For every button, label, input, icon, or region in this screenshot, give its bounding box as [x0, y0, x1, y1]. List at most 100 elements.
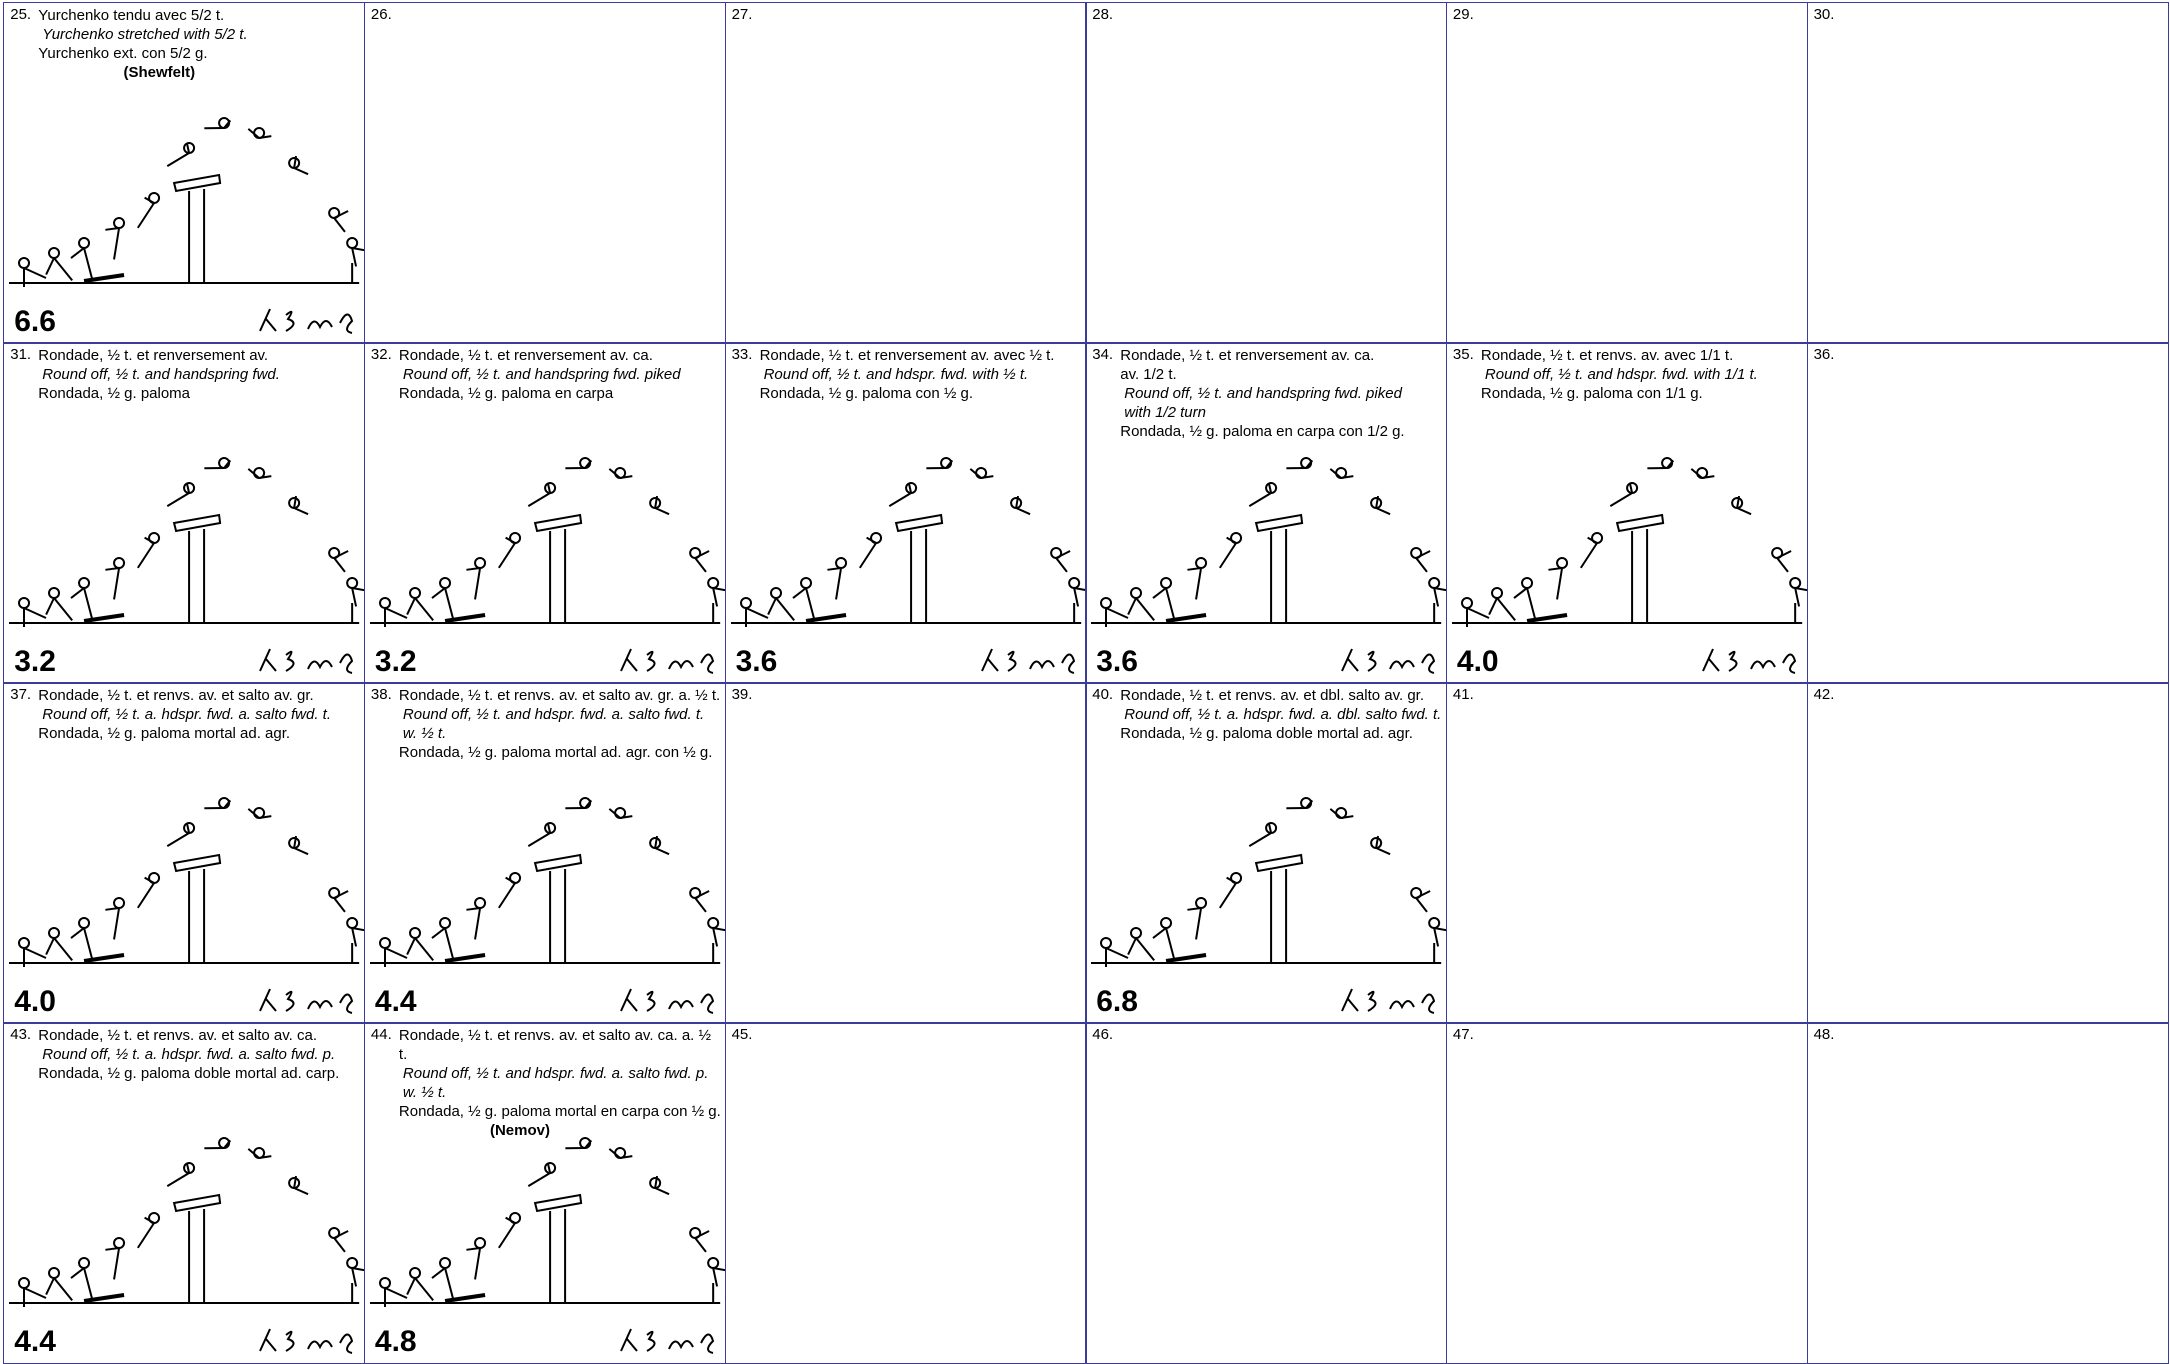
drawing — [1557, 568, 1562, 599]
description: Rondade, ½ t. et renversement av. ca.av.… — [1120, 346, 1442, 441]
drawing — [445, 588, 453, 619]
drawing — [911, 529, 926, 623]
cell-number: 39. — [732, 686, 753, 703]
description-line: Rondade, ½ t. et renvs. av. et salto av.… — [38, 686, 360, 705]
cell-number: 40. — [1092, 686, 1113, 703]
drawing — [655, 1188, 669, 1194]
vault-table: 25.Yurchenko tendu avec 5/2 t.Yurchenko … — [4, 3, 2168, 1363]
cell-number: 38. — [371, 686, 392, 703]
drawing — [1256, 855, 1302, 871]
description-line: Rondade, ½ t. et renversement av. — [38, 346, 360, 365]
drawing — [174, 175, 220, 191]
description: Rondade, ½ t. et renvs. av. et salto av.… — [38, 1026, 360, 1083]
description-line: av. 1/2 t. — [1120, 365, 1442, 384]
drawing — [410, 1268, 420, 1278]
drawing — [189, 189, 204, 283]
drawing — [19, 938, 29, 948]
drawing — [46, 1278, 54, 1295]
drawing — [106, 908, 120, 910]
cell-number: 35. — [1453, 346, 1474, 363]
drawing — [347, 238, 357, 248]
description-line: Rondade, ½ t. et renvs. av. et salto av.… — [399, 1026, 721, 1064]
drawing — [836, 558, 846, 568]
description-line: Rondada, ½ g. paloma mortal ad. agr. con… — [399, 743, 721, 762]
drawing — [54, 598, 72, 620]
drawing — [1188, 568, 1202, 570]
drawing — [1136, 938, 1154, 960]
difficulty-value: 6.8 — [1096, 985, 1138, 1019]
drawing — [445, 615, 485, 621]
drawing — [168, 493, 190, 506]
description-line: Round off, ½ t. a. hdspr. fwd. a. salto … — [38, 705, 360, 724]
symbol — [256, 1321, 356, 1357]
drawing — [535, 855, 581, 871]
description-line: Rondada, ½ g. paloma con 1/1 g. — [1481, 384, 1803, 403]
symbol — [1338, 641, 1438, 677]
vault-illustration — [1447, 453, 1807, 633]
drawing — [138, 1223, 154, 1248]
drawing — [713, 928, 725, 932]
drawing — [1434, 588, 1446, 592]
drawing — [1557, 558, 1567, 568]
cell: 38.Rondade, ½ t. et renvs. av. et salto … — [364, 682, 726, 1024]
drawing — [46, 598, 54, 615]
symbol — [256, 981, 356, 1017]
drawing — [259, 136, 271, 138]
description-line: Rondada, ½ g. paloma — [38, 384, 360, 403]
cell-number: 31. — [10, 346, 31, 363]
drawing — [695, 558, 706, 572]
description-line: Round off, ½ t. and handspring fwd. pike… — [399, 365, 721, 384]
vault-illustration — [1086, 793, 1446, 973]
drawing — [84, 928, 92, 959]
drawing — [114, 1238, 124, 1248]
drawing — [380, 1278, 390, 1288]
cell: 32.Rondade, ½ t. et renversement av. ca.… — [364, 342, 726, 684]
cell: 46. — [1085, 1022, 1447, 1364]
description-line: Rondada, ½ g. paloma en carpa — [399, 384, 721, 403]
drawing — [1166, 928, 1174, 959]
difficulty-value: 4.4 — [375, 985, 417, 1019]
drawing — [189, 529, 204, 623]
drawing — [19, 598, 29, 608]
difficulty-value: 4.4 — [14, 1325, 56, 1359]
drawing — [260, 649, 352, 673]
cell-number: 32. — [371, 346, 392, 363]
symbol — [617, 981, 717, 1017]
drawing — [1331, 809, 1342, 818]
drawing — [535, 1195, 581, 1211]
drawing — [1416, 891, 1430, 898]
drawing — [1188, 908, 1202, 910]
drawing — [1497, 598, 1515, 620]
drawing — [84, 615, 124, 621]
drawing — [1250, 833, 1272, 846]
drawing — [114, 908, 119, 939]
drawing — [806, 615, 846, 621]
drawing — [1795, 588, 1807, 592]
drawing — [114, 568, 119, 599]
drawing — [334, 891, 348, 898]
drawing — [71, 248, 84, 258]
drawing — [24, 948, 46, 958]
drawing — [1016, 508, 1030, 514]
drawing — [1527, 588, 1535, 619]
difficulty-value: 4.0 — [1457, 645, 1499, 679]
drawing — [1691, 469, 1702, 478]
drawing — [380, 598, 390, 608]
drawing — [432, 1268, 445, 1278]
description-line: Rondade, ½ t. et renvs. av. et salto av.… — [38, 1026, 360, 1045]
drawing — [259, 476, 271, 478]
symbol — [1699, 641, 1799, 677]
drawing — [19, 1278, 29, 1288]
cell-number: 41. — [1453, 686, 1474, 703]
vault-illustration — [365, 1133, 725, 1313]
drawing — [620, 476, 632, 478]
description-line: Yurchenko tendu avec 5/2 t. — [38, 6, 360, 25]
drawing — [1376, 508, 1390, 514]
cell: 40.Rondade, ½ t. et renvs. av. et dbl. s… — [1085, 682, 1447, 1024]
drawing — [249, 469, 260, 478]
cell: 37.Rondade, ½ t. et renvs. av. et salto … — [3, 682, 365, 1024]
drawing — [49, 1268, 59, 1278]
drawing — [385, 1288, 407, 1298]
drawing — [168, 833, 190, 846]
drawing — [432, 588, 445, 598]
